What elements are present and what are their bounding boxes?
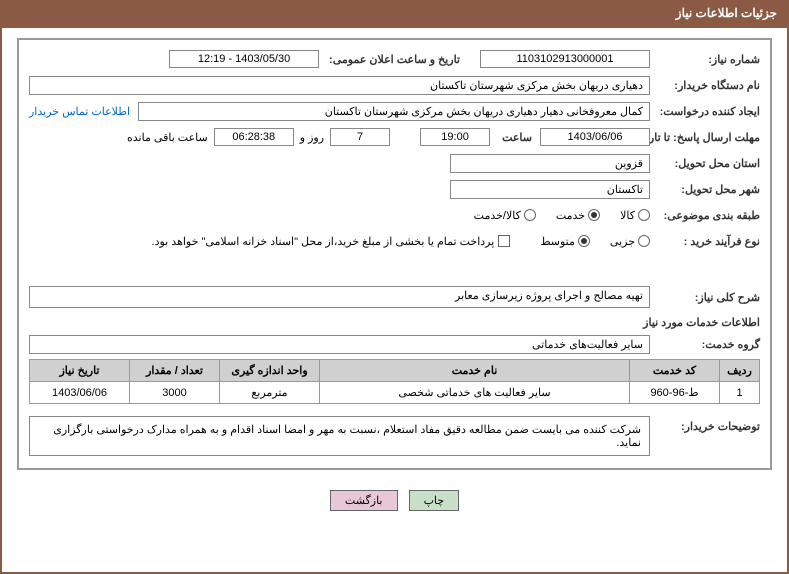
th-date: تاریخ نیاز [30,360,130,382]
cell-unit: مترمربع [220,382,320,404]
cat-goods-label: کالا [620,209,635,222]
time-label: ساعت [498,131,532,144]
services-info-title: اطلاعات خدمات مورد نیاز [29,316,760,329]
summary-label: شرح کلی نیاز: [650,291,760,304]
th-name: نام خدمت [320,360,630,382]
buyer-org-value: دهیاری دریهان بخش مرکزی شهرستان تاکستان [29,76,650,95]
th-code: کد خدمت [630,360,720,382]
contact-link[interactable]: اطلاعات تماس خریدار [29,105,130,118]
cat-goods-service-label: کالا/خدمت [474,209,521,222]
payment-note: پرداخت تمام یا بخشی از مبلغ خرید،از محل … [152,235,495,248]
service-group-label: گروه خدمت: [650,338,760,351]
buyer-org-label: نام دستگاه خریدار: [650,79,760,92]
button-row: چاپ بازگشت [2,480,787,521]
days-and-label: روز و [300,131,324,144]
cell-row: 1 [720,382,760,404]
city-label: شهر محل تحویل: [650,183,760,196]
print-button[interactable]: چاپ [409,490,460,511]
proc-partial-label: جزیی [610,235,635,248]
cell-qty: 3000 [130,382,220,404]
process-label: نوع فرآیند خرید : [650,235,760,248]
announce-label: تاریخ و ساعت اعلان عمومی: [325,53,460,66]
need-number-value: 1103102913000001 [480,50,650,68]
province-label: استان محل تحویل: [650,157,760,170]
cat-service-label: خدمت [556,209,585,222]
deadline-date: 1403/06/06 [540,128,650,146]
requester-label: ایجاد کننده درخواست: [650,105,760,118]
need-number-label: شماره نیاز: [650,53,760,66]
services-table: ردیف کد خدمت نام خدمت واحد اندازه گیری ت… [29,359,760,404]
announce-value: 1403/05/30 - 12:19 [169,50,319,68]
radio-goods-service[interactable] [524,209,536,221]
page-header: جزئیات اطلاعات نیاز [0,0,789,26]
deadline-time: 19:00 [420,128,490,146]
radio-medium[interactable] [578,235,590,247]
days-value: 7 [330,128,390,146]
deadline-label: مهلت ارسال پاسخ: تا تاریخ: [650,131,760,144]
outer-frame: AriaTender.net شماره نیاز: 1103102913000… [0,26,789,574]
summary-value: تهیه مصالح و اجرای پروژه زیرسازی معابر [29,286,650,308]
th-qty: تعداد / مقدار [130,360,220,382]
radio-service[interactable] [588,209,600,221]
header-title: جزئیات اطلاعات نیاز [676,6,777,20]
payment-checkbox[interactable] [498,235,510,247]
service-group-value: سایر فعالیت‌های خدماتی [29,335,650,354]
buyer-note-box: شرکت کننده می بایست ضمن مطالعه دقیق مفاد… [29,416,650,456]
requester-value: کمال معروفخانی دهیار دهیاری دریهان بخش م… [138,102,650,121]
remaining-label: ساعت باقی مانده [127,131,208,144]
category-label: طبقه بندی موضوعی: [650,209,760,222]
province-value: قزوین [450,154,650,173]
proc-medium-label: متوسط [540,235,575,248]
th-unit: واحد اندازه گیری [220,360,320,382]
city-value: تاکستان [450,180,650,199]
back-button[interactable]: بازگشت [330,490,398,511]
th-row: ردیف [720,360,760,382]
buyer-note-text: شرکت کننده می بایست ضمن مطالعه دقیق مفاد… [53,424,641,449]
radio-goods[interactable] [638,209,650,221]
buyer-note-label: توضیحات خریدار: [650,410,760,433]
cell-date: 1403/06/06 [30,382,130,404]
table-row: 1 ط-96-960 سایر فعالیت های خدماتی شخصی م… [30,382,760,404]
details-panel: شماره نیاز: 1103102913000001 تاریخ و ساع… [17,38,772,470]
cell-code: ط-96-960 [630,382,720,404]
radio-partial[interactable] [638,235,650,247]
cell-name: سایر فعالیت های خدماتی شخصی [320,382,630,404]
remaining-time: 06:28:38 [214,128,294,146]
